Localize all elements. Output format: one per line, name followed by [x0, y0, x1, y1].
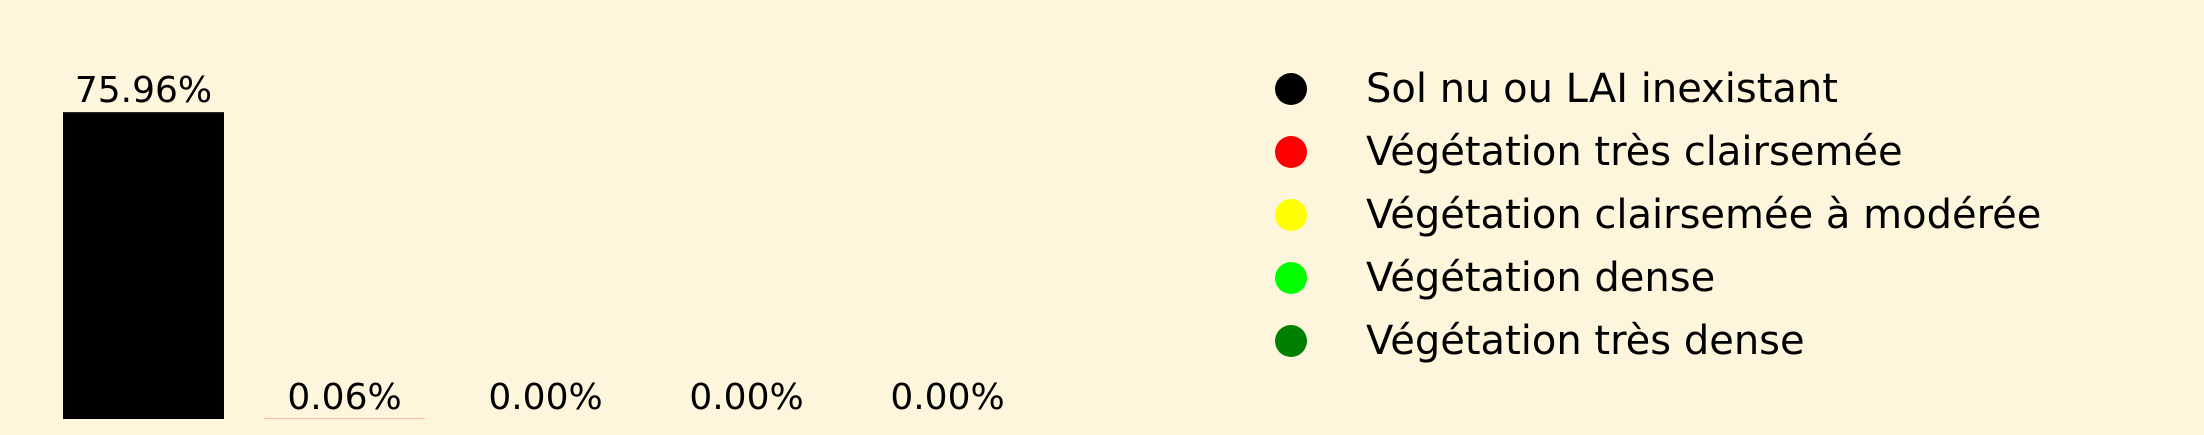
bar-value-label-5: 0.00%: [890, 377, 1004, 418]
bar-value-label-3: 0.00%: [488, 377, 602, 418]
legend-item-5: Végétation très dense: [1275, 318, 1805, 364]
legend-marker-3: [1275, 199, 1307, 231]
legend-marker-1: [1275, 73, 1307, 105]
legend-item-1: Sol nu ou LAI inexistant: [1275, 66, 1838, 112]
legend: Sol nu ou LAI inexistant Végétation très …: [1275, 66, 2041, 364]
bar-value-label-2: 0.06%: [287, 377, 401, 418]
data-labels-group: 75.96% 0.06% 0.00% 0.00% 0.00%: [75, 70, 1005, 418]
bar-value-label-1: 75.96%: [75, 70, 212, 111]
legend-label-3: Végétation clairsemée à modérée: [1366, 192, 2041, 238]
legend-marker-5: [1275, 325, 1307, 357]
legend-marker-2: [1275, 136, 1307, 168]
legend-label-4: Végétation dense: [1366, 255, 1715, 301]
legend-label-1: Sol nu ou LAI inexistant: [1366, 66, 1838, 112]
legend-label-2: Végétation très clairsemée: [1366, 129, 1903, 175]
bars-group: [63, 112, 425, 420]
legend-label-5: Végétation très dense: [1366, 318, 1805, 364]
legend-item-3: Végétation clairsemée à modérée: [1275, 192, 2041, 238]
bar-value-label-4: 0.00%: [689, 377, 803, 418]
legend-marker-4: [1275, 262, 1307, 294]
legend-item-4: Végétation dense: [1275, 255, 1715, 301]
bar-1: [63, 112, 224, 420]
legend-item-2: Végétation très clairsemée: [1275, 129, 1903, 175]
